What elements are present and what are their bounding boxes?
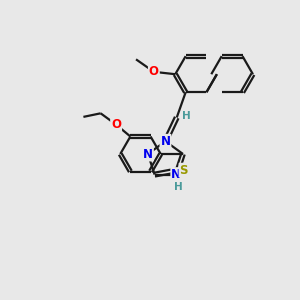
Text: H: H (174, 182, 183, 192)
Text: H: H (182, 111, 190, 121)
Text: S: S (179, 164, 188, 177)
Text: N: N (160, 135, 170, 148)
Text: O: O (149, 65, 159, 78)
Text: O: O (111, 118, 121, 131)
Text: N: N (171, 168, 181, 181)
Text: N: N (143, 148, 153, 160)
